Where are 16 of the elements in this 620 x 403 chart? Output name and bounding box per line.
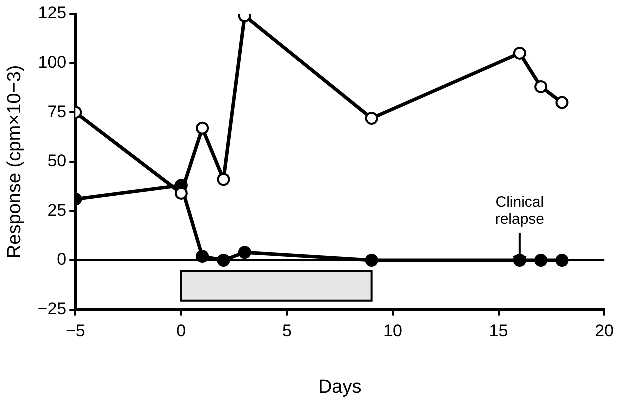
x-tick-label: 15: [489, 322, 508, 341]
y-tick-label: 50: [48, 152, 67, 171]
annotation: Clinical relapse: [495, 194, 545, 228]
x-tick-label: 0: [176, 322, 186, 341]
y-axis-title: Response (cpm×10−3): [4, 65, 26, 259]
y-tick-label: −25: [38, 299, 67, 318]
x-tick-label: 10: [384, 322, 402, 341]
x-tick-label: 20: [595, 322, 614, 341]
y-tick-label: 0: [57, 250, 67, 270]
y-tick-label: 25: [48, 200, 67, 220]
x-tick-label: 5: [282, 322, 292, 341]
y-tick-label: 125: [38, 4, 67, 23]
y-tick-label: 75: [48, 102, 67, 122]
x-tick-label: −5: [66, 322, 86, 341]
x-axis-title: Days: [318, 376, 362, 398]
y-tick-label: 100: [38, 52, 67, 72]
